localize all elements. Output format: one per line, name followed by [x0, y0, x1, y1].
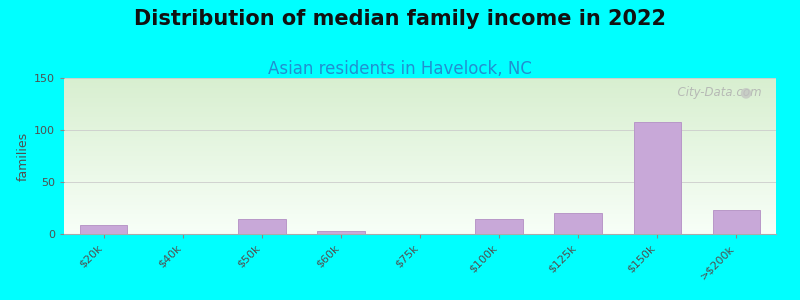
Bar: [713, 210, 760, 234]
Text: Distribution of median family income in 2022: Distribution of median family income in …: [134, 9, 666, 29]
Bar: [238, 219, 286, 234]
Text: Asian residents in Havelock, NC: Asian residents in Havelock, NC: [268, 60, 532, 78]
Text: City-Data.com: City-Data.com: [670, 86, 762, 99]
Bar: [317, 231, 365, 234]
Bar: [634, 122, 681, 234]
Bar: [475, 219, 523, 234]
Y-axis label: families: families: [17, 131, 30, 181]
Text: ●: ●: [739, 85, 751, 99]
Bar: [80, 225, 127, 234]
Bar: [554, 213, 602, 234]
